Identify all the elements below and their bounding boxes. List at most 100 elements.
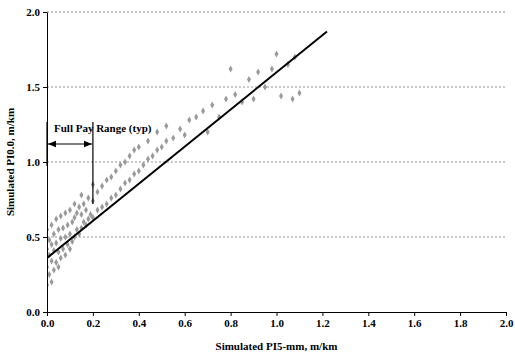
point	[68, 246, 72, 253]
point	[151, 153, 155, 160]
tick-mark	[93, 312, 94, 316]
point	[86, 195, 90, 202]
point	[146, 138, 150, 145]
y-axis: 0.0 0.5 1.0 1.5 2.0	[26, 6, 47, 318]
point	[56, 264, 60, 271]
point	[210, 102, 214, 109]
point	[68, 207, 72, 214]
point	[128, 177, 132, 184]
point	[114, 192, 118, 199]
tick-label: 1.2	[316, 317, 330, 329]
grid-line	[47, 162, 506, 163]
point	[56, 226, 60, 233]
tick: 1.5	[26, 81, 47, 93]
point	[59, 213, 63, 220]
point	[137, 144, 141, 151]
tick: 2.0	[26, 6, 47, 18]
scatter-series	[47, 51, 301, 289]
point	[50, 222, 54, 229]
point	[79, 211, 83, 218]
x-axis: 0.00.20.40.60.81.01.21.41.61.82.0	[41, 312, 514, 329]
point	[68, 231, 72, 238]
grid-line	[47, 237, 506, 238]
point	[77, 204, 81, 211]
point	[201, 108, 205, 115]
point	[229, 66, 233, 73]
point	[82, 201, 86, 208]
point	[297, 90, 301, 97]
point	[252, 96, 256, 103]
tick-label: 0.6	[178, 317, 192, 329]
chart: 0.00.20.40.60.81.01.21.41.61.82.00.00.51…	[0, 0, 515, 362]
point	[73, 214, 77, 221]
tick-mark	[43, 237, 47, 238]
point	[128, 153, 132, 160]
point	[164, 138, 168, 145]
tick-mark	[185, 312, 186, 316]
tick-mark	[368, 312, 369, 316]
point	[171, 135, 175, 142]
tick-label: 0.0	[26, 306, 40, 318]
tick-mark	[277, 312, 278, 316]
tick-mark	[460, 312, 461, 316]
grid-line	[47, 12, 506, 13]
tick: 1.0	[26, 156, 47, 168]
tick-label: 2.0	[500, 317, 514, 329]
point	[105, 177, 109, 184]
tick: 1.6	[408, 312, 422, 329]
marks	[47, 32, 327, 289]
point	[63, 252, 67, 259]
point	[279, 93, 283, 100]
point	[66, 222, 70, 229]
tick-mark	[47, 312, 48, 316]
tick: 1.4	[362, 312, 376, 329]
range-bound	[92, 122, 93, 204]
point	[164, 123, 168, 130]
point	[59, 235, 63, 242]
point	[54, 216, 58, 223]
point	[247, 76, 251, 83]
point	[146, 156, 150, 163]
point	[109, 195, 113, 202]
x-axis-title: Simulated PI5-mm, m/km	[216, 340, 338, 352]
tick-label: 1.4	[362, 317, 376, 329]
point	[118, 186, 122, 193]
point	[59, 255, 63, 262]
tick-mark	[43, 12, 47, 13]
point	[75, 210, 79, 217]
point	[100, 204, 104, 211]
point	[256, 69, 260, 76]
tick-label: 0.5	[26, 231, 40, 243]
tick: 0.6	[178, 312, 192, 329]
tick-label: 0.2	[87, 317, 101, 329]
point	[160, 144, 164, 151]
point	[52, 267, 56, 274]
tick-mark	[231, 312, 232, 316]
point	[141, 162, 145, 169]
tick-label: 1.0	[26, 156, 40, 168]
annotation-text: Full Pay Range (typ)	[54, 122, 152, 135]
tick-label: 1.8	[454, 317, 468, 329]
tick-label: 1.5	[26, 81, 40, 93]
tick-mark	[139, 312, 140, 316]
fit-line	[47, 32, 327, 259]
point	[155, 147, 159, 154]
grid-line	[47, 87, 506, 88]
tick-label: 0.8	[224, 317, 238, 329]
point	[50, 258, 54, 265]
tick-label: 0.4	[132, 317, 146, 329]
point	[109, 174, 113, 181]
point	[123, 180, 127, 187]
point	[100, 183, 104, 190]
point	[274, 51, 278, 58]
point	[123, 159, 127, 166]
point	[63, 234, 67, 241]
tick-mark	[414, 312, 415, 316]
tick: 2.0	[500, 312, 514, 329]
point	[95, 189, 99, 196]
point	[137, 168, 141, 175]
range-bound	[46, 122, 47, 166]
tick: 0.5	[26, 231, 47, 243]
point	[233, 91, 237, 98]
tick-label: 1.0	[270, 317, 284, 329]
